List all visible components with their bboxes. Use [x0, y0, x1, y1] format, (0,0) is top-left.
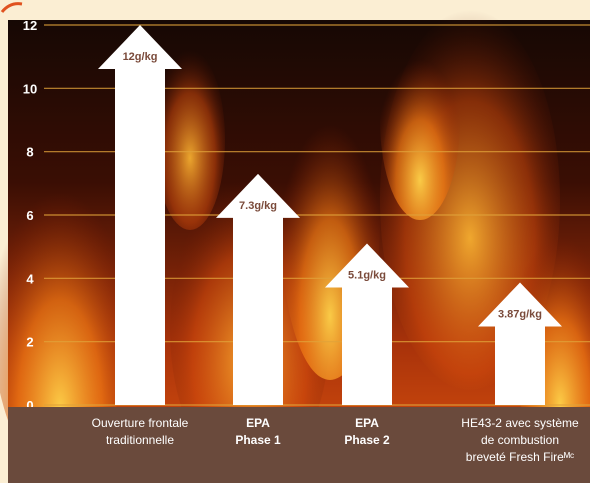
data-label: 5.1g/kg — [348, 270, 386, 282]
y-tick-label: 12 — [23, 18, 37, 33]
category-label: traditionnelle — [106, 433, 174, 447]
data-label: 3.87g/kg — [498, 308, 542, 320]
category-label: breveté Fresh Fireᴹᶜ — [466, 450, 574, 464]
data-label: 7.3g/kg — [239, 200, 277, 212]
y-tick-label: 10 — [23, 81, 37, 96]
category-label: Phase 1 — [235, 433, 281, 447]
category-label: Phase 2 — [344, 433, 390, 447]
y-tick-label: 8 — [26, 145, 33, 160]
category-label: de combustion — [481, 433, 559, 447]
data-label: 12g/kg — [123, 51, 158, 63]
y-tick-label: 4 — [26, 271, 34, 286]
category-label: HE43-2 avec système — [461, 416, 579, 430]
y-tick-label: 2 — [26, 335, 33, 350]
category-label: Ouverture frontale — [92, 416, 189, 430]
category-label: EPA — [246, 416, 270, 430]
y-tick-label: 6 — [26, 208, 33, 223]
category-label: EPA — [355, 416, 379, 430]
